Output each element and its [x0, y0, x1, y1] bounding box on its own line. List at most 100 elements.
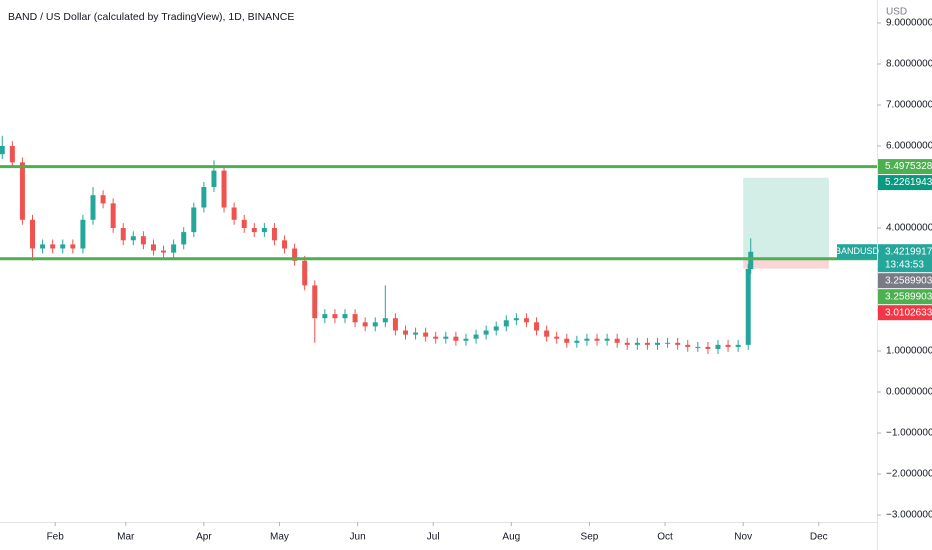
price-label: 5.2261943 — [885, 177, 932, 188]
y-tick-label: −1.0000000 — [886, 428, 932, 439]
candle-body — [634, 342, 640, 345]
x-tick-label: Jun — [350, 532, 366, 543]
candle-body — [685, 344, 691, 347]
position-profit-zone — [743, 177, 829, 259]
candle-body — [584, 338, 590, 341]
candle-body — [554, 336, 560, 339]
candle-body — [231, 207, 237, 220]
y-tick-label: −3.0000000 — [886, 510, 932, 521]
price-label-bg — [878, 305, 932, 321]
candle-body — [604, 338, 610, 341]
candle-body — [19, 162, 25, 220]
y-tick-label: 0.0000000 — [886, 387, 932, 398]
candle-body — [433, 336, 439, 339]
candle-body — [483, 330, 489, 335]
candle-body — [443, 336, 449, 339]
candle-body — [120, 227, 126, 241]
y-tick-label: 7.0000000 — [886, 100, 932, 111]
price-label-bg — [878, 175, 932, 191]
candle-body — [130, 236, 136, 241]
position-loss-zone — [743, 258, 829, 269]
candle-body — [221, 170, 227, 208]
candle-body — [292, 248, 298, 261]
candle-body — [211, 170, 217, 187]
price-label-bg — [878, 289, 932, 305]
x-tick-label: Feb — [47, 532, 65, 543]
candle-body — [30, 219, 36, 249]
candle-body — [150, 244, 156, 251]
y-tick-label: 4.0000000 — [886, 223, 932, 234]
candle-body — [748, 251, 754, 269]
candle-body — [261, 227, 267, 233]
price-label: 3.4219917 — [885, 246, 932, 257]
candle-body — [332, 314, 338, 319]
candle-body — [574, 340, 580, 343]
y-tick-label: 9.0000000 — [886, 18, 932, 29]
candle-body — [644, 342, 650, 345]
candle-body — [382, 318, 388, 323]
candle-body — [523, 318, 529, 323]
candle-body — [342, 314, 348, 319]
x-tick-label: Nov — [734, 532, 752, 543]
candle-body — [624, 342, 630, 345]
x-tick-label: May — [270, 532, 289, 543]
y-tick-label: −2.0000000 — [886, 469, 932, 480]
candle-body — [161, 250, 167, 253]
x-tick-label: Apr — [196, 532, 212, 543]
candle-body — [362, 322, 368, 327]
x-tick-label: Dec — [810, 532, 828, 543]
y-tick-label: 6.0000000 — [886, 141, 932, 152]
candle-body — [171, 244, 177, 253]
candle-body — [60, 244, 66, 249]
candle-body — [493, 326, 499, 331]
candle-body — [705, 346, 711, 349]
candle-body — [423, 332, 429, 337]
candle-body — [372, 322, 378, 327]
candle-body — [80, 219, 86, 249]
y-tick-label: 1.0000000 — [886, 346, 932, 357]
candle-body — [473, 334, 479, 339]
price-label: 3.2589903 — [885, 291, 932, 302]
x-tick-label: Aug — [502, 532, 520, 543]
candle-body — [463, 338, 469, 341]
candle-body — [251, 227, 257, 233]
candle-body — [40, 244, 46, 249]
candle-body — [735, 344, 741, 347]
price-label-bg — [878, 244, 932, 273]
symbol-tag-bg — [837, 244, 877, 260]
candle-body — [715, 344, 721, 349]
candle-body — [100, 195, 106, 204]
y-tick-label: 8.0000000 — [886, 59, 932, 70]
x-tick-label: Mar — [117, 532, 135, 543]
candle-body — [402, 330, 408, 335]
price-label-bg — [878, 273, 932, 289]
candle-body — [534, 322, 540, 331]
price-label: 3.0102633 — [885, 307, 932, 318]
candle-body — [413, 332, 419, 335]
y-axis-label: USD — [886, 7, 907, 18]
candle-body — [50, 244, 56, 249]
candle-body — [594, 338, 600, 341]
countdown: 13:43:53 — [885, 259, 924, 270]
candle-body — [110, 203, 116, 228]
candle-body — [503, 320, 509, 327]
x-tick-label: Jul — [427, 532, 440, 543]
candle-body — [392, 318, 398, 331]
symbol-tag: BANDUSD — [835, 246, 880, 256]
candle-body — [513, 318, 519, 321]
candle-body — [352, 314, 358, 323]
candle-body — [140, 236, 146, 245]
candle-body — [665, 342, 671, 344]
candle-body — [544, 330, 550, 337]
candle-body — [9, 145, 15, 163]
candle-body — [90, 195, 96, 220]
candle-body — [654, 342, 660, 345]
candle-body — [312, 285, 318, 319]
candle-body — [191, 207, 197, 233]
x-tick-label: Oct — [657, 532, 673, 543]
x-tick-label: Sep — [581, 532, 599, 543]
candle-body — [70, 244, 76, 249]
candle-body — [675, 342, 681, 345]
